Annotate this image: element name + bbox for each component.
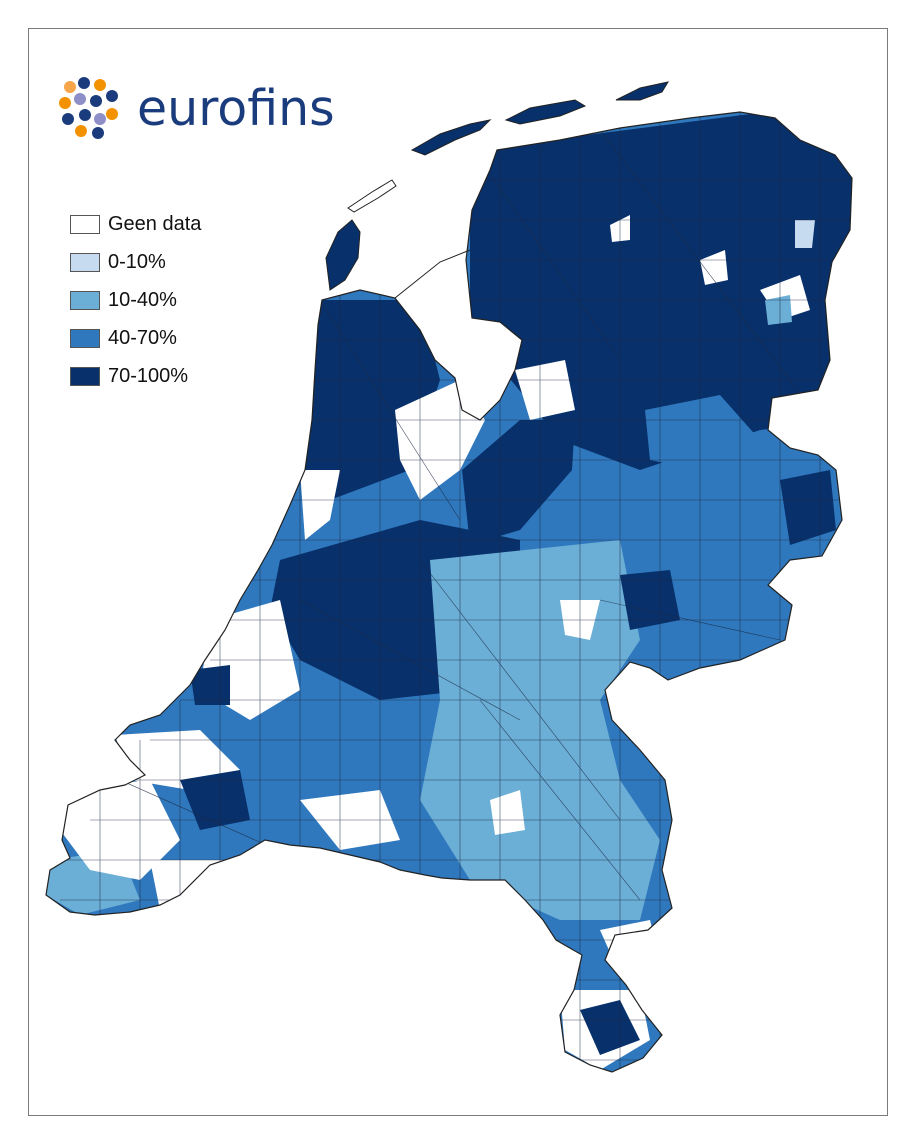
island-vlieland xyxy=(347,179,397,213)
legend-item: 40-70% xyxy=(70,326,177,350)
legend-item: 10-40% xyxy=(70,288,177,312)
wadden-islands xyxy=(325,81,670,291)
afsluitdijk-line xyxy=(394,249,471,299)
eurofins-logo: eurofins xyxy=(57,74,377,144)
island-terschelling xyxy=(410,119,492,156)
legend-swatch-10-40 xyxy=(70,290,100,310)
island-schiermonnikoog xyxy=(615,81,670,101)
legend-item: 70-100% xyxy=(70,364,188,388)
legend-item: Geen data xyxy=(70,212,201,236)
legend-swatch-geen-data xyxy=(70,214,100,234)
legend-label: 0-10% xyxy=(108,250,166,273)
legend-label: 40-70% xyxy=(108,326,177,349)
island-ameland xyxy=(504,99,587,125)
legend-label: 10-40% xyxy=(108,288,177,311)
netherlands-outline xyxy=(45,111,853,1073)
legend-item: 0-10% xyxy=(70,250,166,274)
eurofins-wordmark: eurofins xyxy=(137,80,335,137)
island-texel xyxy=(325,219,361,291)
legend-swatch-70-100 xyxy=(70,366,100,386)
legend-swatch-0-10 xyxy=(70,252,100,272)
legend-swatch-40-70 xyxy=(70,328,100,348)
legend-label: 70-100% xyxy=(108,364,189,387)
legend-label: Geen data xyxy=(108,212,202,235)
eurofins-logo-mark-icon xyxy=(59,77,118,139)
